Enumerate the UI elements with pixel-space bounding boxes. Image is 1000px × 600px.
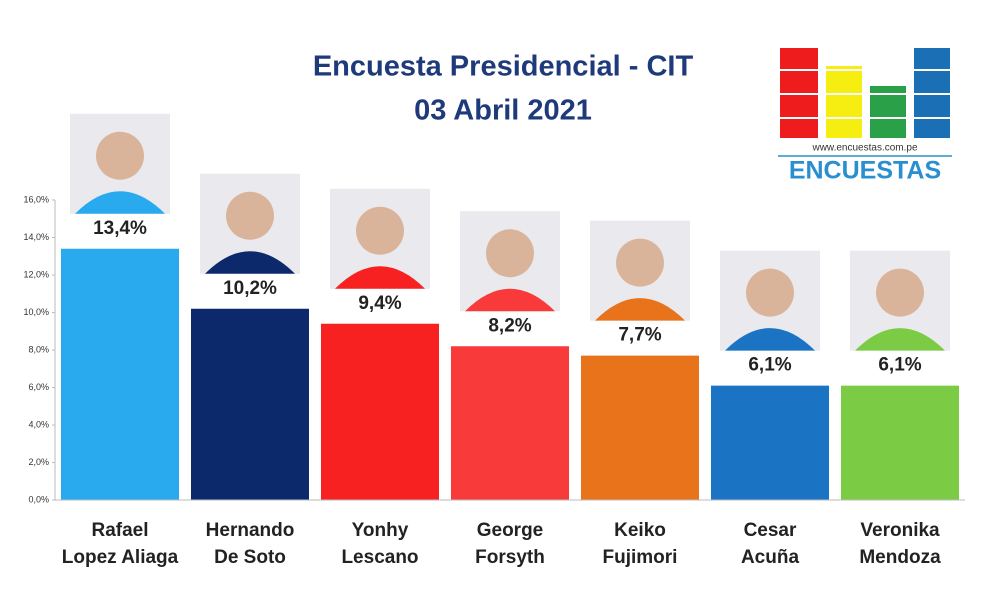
value-label: 13,4% <box>93 218 147 239</box>
bar <box>581 355 699 500</box>
y-tick-label: 16,0% <box>23 194 49 204</box>
bar <box>191 308 309 500</box>
x-tick-label: Keiko Fujimori <box>602 520 678 568</box>
photo-body <box>855 328 945 351</box>
photo-face <box>96 131 144 180</box>
logo: www.encuestas.com.pe ENCUESTAS <box>778 48 952 185</box>
photo-face <box>486 229 534 278</box>
x-tick-label: George Forsyth <box>475 520 545 568</box>
y-tick-label: 10,0% <box>23 307 49 317</box>
chart-title: Encuesta Presidencial - CIT <box>313 51 694 83</box>
photo-body <box>465 288 555 312</box>
x-tick-label: Rafael Lopez Aliaga <box>61 520 179 568</box>
chart-subtitle: 03 Abril 2021 <box>414 95 592 127</box>
y-tick-label: 8,0% <box>28 344 49 354</box>
bar <box>841 385 959 500</box>
value-label: 6,1% <box>878 355 921 376</box>
x-tick-label: Cesar Acuña <box>740 520 800 568</box>
logo-brand: ENCUESTAS <box>789 157 941 185</box>
value-label: 6,1% <box>748 355 791 376</box>
y-tick-label: 2,0% <box>28 457 49 467</box>
y-tick-label: 14,0% <box>23 232 49 242</box>
photo-face <box>226 191 274 240</box>
bar <box>711 385 829 500</box>
y-tick-label: 0,0% <box>28 494 49 504</box>
photo-body <box>725 328 815 351</box>
y-tick-label: 12,0% <box>23 269 49 279</box>
photo-face <box>616 238 664 287</box>
x-tick-label: Hernando De Soto <box>205 520 295 568</box>
value-label: 10,2% <box>223 278 277 299</box>
x-tick-label: Yonhy Lescano <box>341 520 419 568</box>
photo-body <box>595 298 685 321</box>
y-tick-label: 6,0% <box>28 382 49 392</box>
logo-url: www.encuestas.com.pe <box>811 143 917 154</box>
photo-body <box>335 266 425 289</box>
photo-face <box>356 206 404 255</box>
photo-face <box>876 268 924 317</box>
x-tick-label: Veronika Mendoza <box>859 520 941 568</box>
photo-body <box>205 251 295 274</box>
y-tick-label: 4,0% <box>28 419 49 429</box>
photo-face <box>746 268 794 317</box>
bar <box>451 346 569 500</box>
value-label: 8,2% <box>488 315 531 336</box>
photo-body <box>75 191 165 214</box>
value-label: 7,7% <box>618 325 661 346</box>
value-label: 9,4% <box>358 293 401 314</box>
logo-bar <box>826 66 862 138</box>
bar <box>61 248 179 500</box>
bar <box>321 323 439 500</box>
